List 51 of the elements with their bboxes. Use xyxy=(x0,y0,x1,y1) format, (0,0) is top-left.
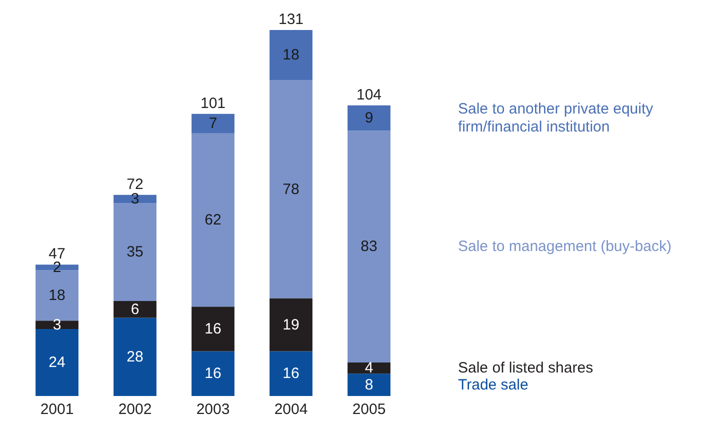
bar xyxy=(192,114,234,134)
bar xyxy=(270,298,312,352)
bar xyxy=(192,306,234,352)
data-label: 18 xyxy=(48,286,66,304)
data-label: 9 xyxy=(364,110,374,127)
data-label: 83 xyxy=(360,238,378,256)
total-label: 131 xyxy=(278,11,304,28)
total-label: 101 xyxy=(200,94,226,112)
data-label: 7 xyxy=(208,115,218,132)
data-label: 4 xyxy=(364,360,374,377)
bar xyxy=(348,105,390,131)
bar xyxy=(114,318,156,396)
x-tick-label: 2003 xyxy=(196,401,230,418)
bar xyxy=(36,320,78,329)
data-label: 16 xyxy=(282,365,300,382)
total-label: 47 xyxy=(48,246,66,263)
data-label: 16 xyxy=(204,320,222,338)
x-tick-label: 2002 xyxy=(118,401,152,418)
data-label: 16 xyxy=(204,365,222,382)
data-label: 24 xyxy=(48,354,66,371)
bar xyxy=(348,130,390,362)
x-tick-label: 2004 xyxy=(274,401,308,418)
bar xyxy=(270,80,312,298)
bar xyxy=(348,362,390,374)
data-label: 62 xyxy=(204,211,222,228)
bar xyxy=(348,374,390,396)
text: Sale to management (buy-back) xyxy=(458,238,672,256)
data-label: 19 xyxy=(282,316,300,334)
bar xyxy=(192,133,234,307)
data-label: 35 xyxy=(126,244,144,261)
x-tick-label: 2001 xyxy=(40,401,74,418)
text: Trade sale xyxy=(458,376,528,394)
text: Sale of listed shares xyxy=(458,360,594,377)
bar xyxy=(270,30,312,80)
bar xyxy=(36,270,78,321)
data-label: 3 xyxy=(52,316,62,334)
bar xyxy=(192,351,234,396)
bar xyxy=(36,328,78,396)
data-label: 78 xyxy=(282,180,300,198)
data-label: 6 xyxy=(130,300,140,318)
total-label: 72 xyxy=(126,176,144,193)
data-label: 3 xyxy=(130,190,140,208)
data-label: 18 xyxy=(282,46,300,64)
bar xyxy=(114,301,156,318)
data-label: 8 xyxy=(364,376,374,394)
bar xyxy=(114,203,156,302)
data-label: 28 xyxy=(126,348,144,366)
total-label: 104 xyxy=(356,86,382,104)
x-tick-label: 2005 xyxy=(352,401,386,418)
bar xyxy=(270,351,312,396)
text: Sale to another private equity firm/financial institution xyxy=(458,100,658,136)
